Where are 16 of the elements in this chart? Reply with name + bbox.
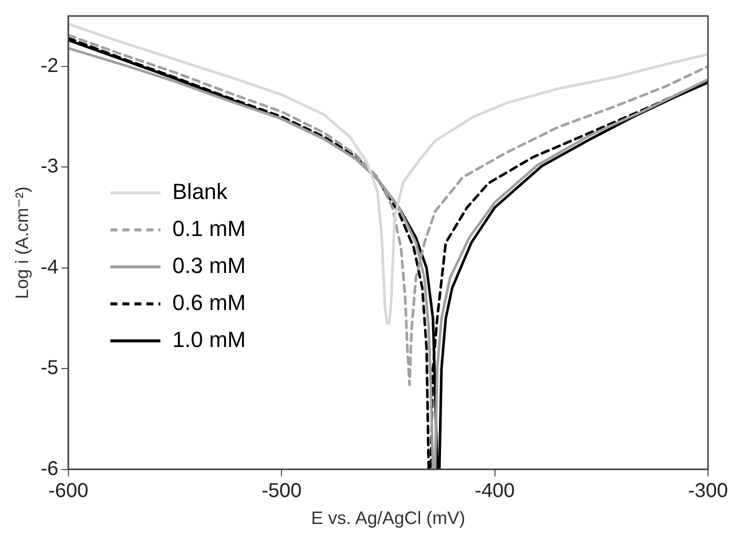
x-tick-label: -300 <box>688 480 728 502</box>
legend-label: 0.3 mM <box>172 252 246 278</box>
y-tick-label: -2 <box>40 54 58 77</box>
x-tick-label: -500 <box>262 480 302 502</box>
legend-label: Blank <box>172 178 228 204</box>
legend-label: 1.0 mM <box>172 326 246 352</box>
x-axis-title: E vs. Ag/AgCl (mV) <box>311 508 466 528</box>
legend-label: 0.6 mM <box>172 290 246 315</box>
y-tick-label: -4 <box>40 256 58 278</box>
y-tick-label: -6 <box>40 458 58 480</box>
legend-label: 0.1 mM <box>172 216 246 241</box>
y-tick-label: -3 <box>40 156 58 178</box>
x-tick-label: -400 <box>474 480 515 502</box>
y-axis-title: Log i (A.cm⁻²) <box>12 186 32 299</box>
y-tick-label: -5 <box>40 357 58 380</box>
x-tick-label: -600 <box>48 480 88 502</box>
